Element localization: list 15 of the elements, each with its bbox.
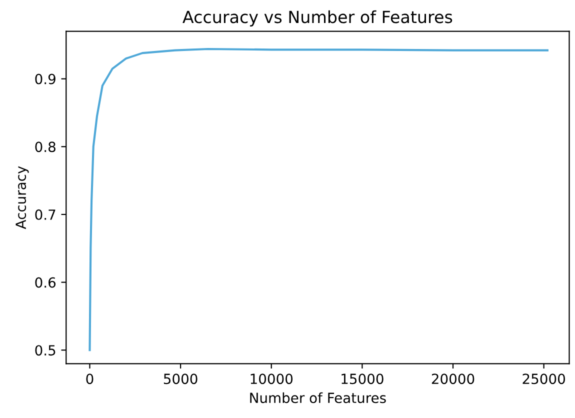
- y-axis-title: Accuracy: [16, 166, 29, 230]
- x-tick-label: 0: [86, 374, 94, 384]
- line-series: [88, 48, 548, 352]
- x-tick-label: 10000: [250, 374, 293, 384]
- y-tick-label: 0.8: [35, 142, 56, 152]
- x-tick-label: 25000: [522, 374, 565, 384]
- y-tick-label: 0.5: [35, 345, 56, 356]
- x-tick-label: 15000: [342, 374, 384, 384]
- chart-title: Accuracy vs Number of Features: [182, 10, 452, 26]
- y-tick-label: 0.6: [35, 277, 56, 288]
- x-tick-label: 20000: [432, 374, 474, 384]
- x-axis-title: Number of Features: [250, 392, 386, 404]
- y-tick-label: 0.7: [35, 209, 56, 220]
- x-tick-label: 5000: [164, 374, 198, 384]
- y-tick-label: 0.9: [35, 74, 56, 84]
